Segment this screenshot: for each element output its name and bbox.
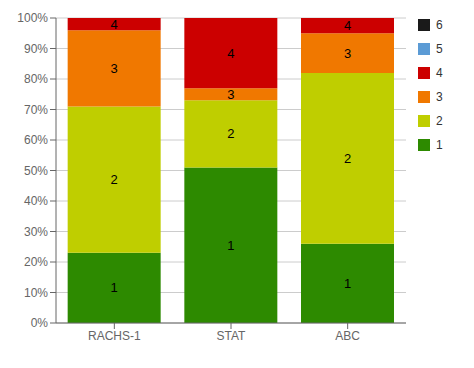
svg-text:1: 1 xyxy=(227,238,234,253)
svg-text:10%: 10% xyxy=(24,286,48,300)
svg-text:RACHS-1: RACHS-1 xyxy=(88,329,141,343)
svg-text:2: 2 xyxy=(227,126,234,141)
svg-text:ABC: ABC xyxy=(335,329,360,343)
svg-text:2: 2 xyxy=(344,151,351,166)
svg-text:3: 3 xyxy=(227,87,234,102)
html-text:1: 1 xyxy=(436,138,443,152)
svg-text:40%: 40% xyxy=(24,194,48,208)
svg-text:4: 4 xyxy=(344,18,351,33)
svg-text:70%: 70% xyxy=(24,103,48,117)
svg-text:STAT: STAT xyxy=(217,329,247,343)
svg-text:1: 1 xyxy=(111,280,118,295)
svg-text:1: 1 xyxy=(344,276,351,291)
html-text:4: 4 xyxy=(436,66,443,80)
svg-text:2: 2 xyxy=(111,172,118,187)
svg-text:4: 4 xyxy=(111,17,118,32)
html-text:6: 6 xyxy=(436,18,443,32)
svg-text:90%: 90% xyxy=(24,42,48,56)
html-text:2: 2 xyxy=(436,114,443,128)
svg-text:60%: 60% xyxy=(24,133,48,147)
html-text:5: 5 xyxy=(436,42,443,56)
svg-text:0%: 0% xyxy=(31,316,49,330)
html-text:3: 3 xyxy=(436,90,443,104)
svg-text:4: 4 xyxy=(227,46,234,61)
svg-text:20%: 20% xyxy=(24,255,48,269)
svg-text:50%: 50% xyxy=(24,164,48,178)
svg-text:3: 3 xyxy=(344,46,351,61)
svg-text:30%: 30% xyxy=(24,225,48,239)
svg-text:100%: 100% xyxy=(17,11,48,25)
svg-text:3: 3 xyxy=(111,61,118,76)
svg-text:80%: 80% xyxy=(24,72,48,86)
